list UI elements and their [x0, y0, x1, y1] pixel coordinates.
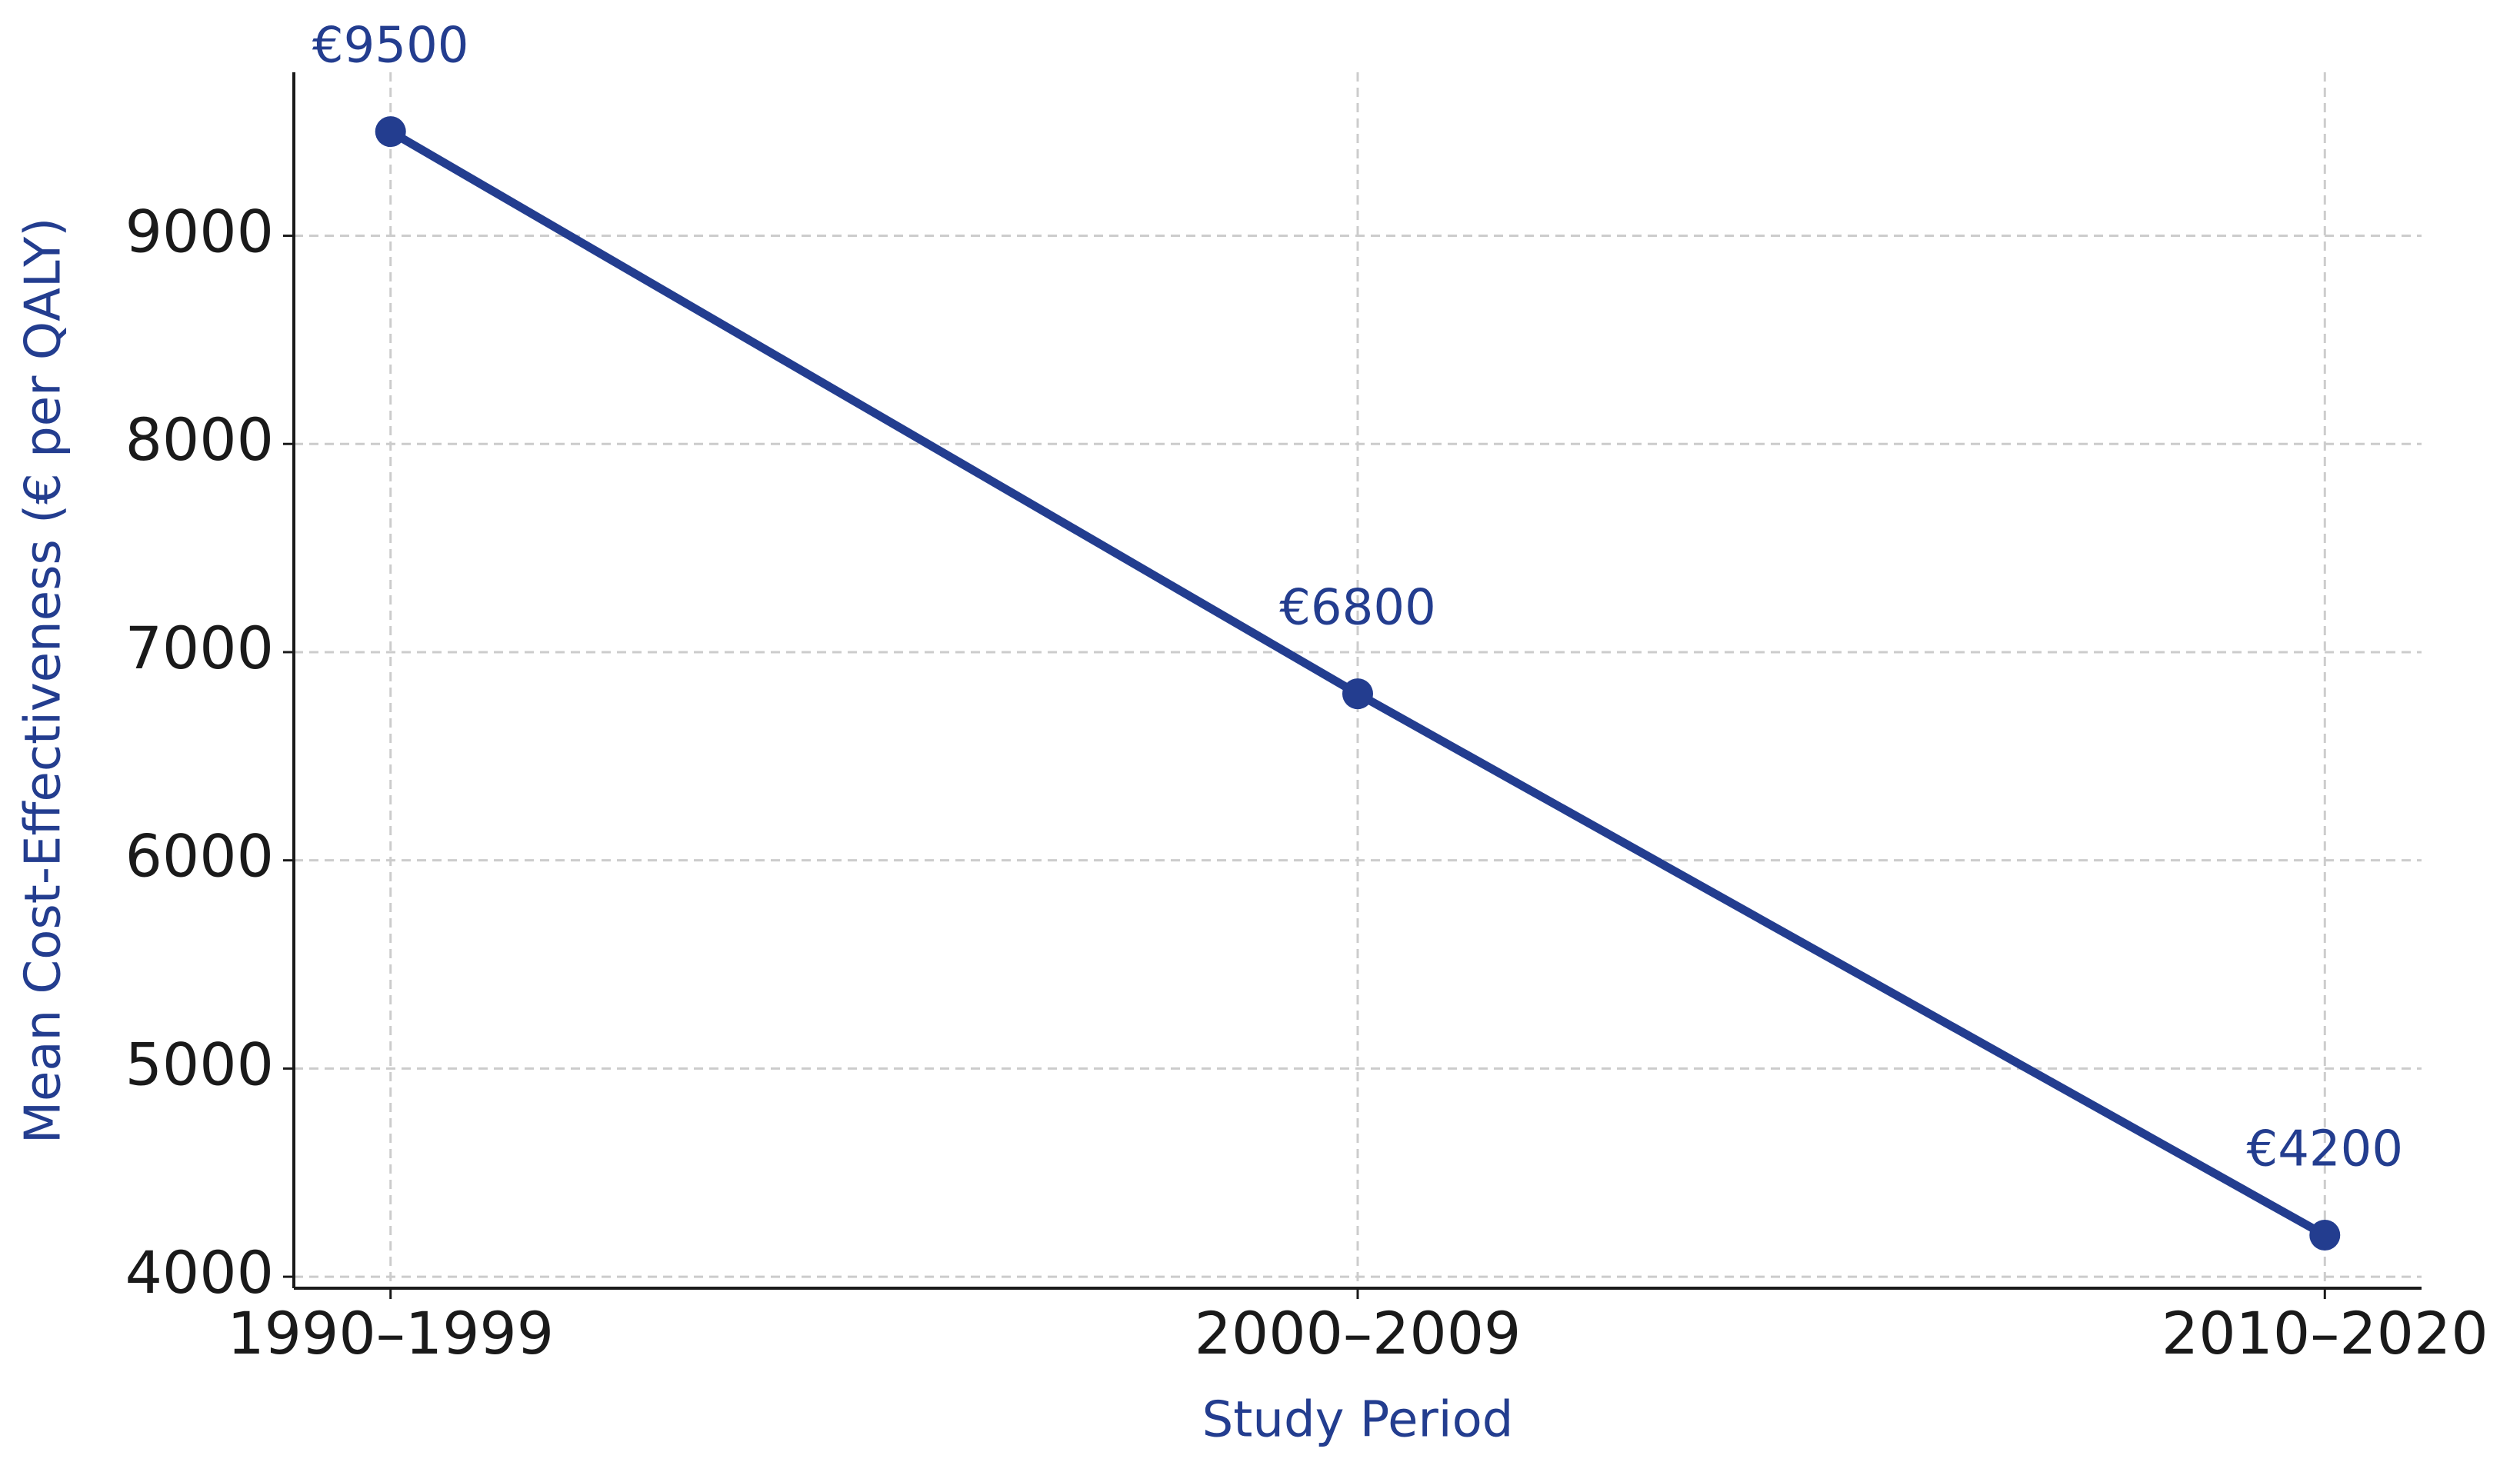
x-tick-label: 2010–2020: [2162, 1299, 2488, 1367]
data-label: €9500: [312, 18, 469, 75]
data-point: [375, 116, 406, 148]
y-axis-label: Mean Cost-Effectiveness (€ per QALY): [15, 218, 72, 1144]
y-tick-label: 7000: [125, 614, 274, 682]
y-tick-label: 8000: [125, 405, 274, 474]
data-point: [2309, 1219, 2341, 1251]
y-tick-label: 6000: [125, 822, 274, 891]
y-tick-label: 4000: [125, 1238, 274, 1307]
y-tick-label: 5000: [125, 1030, 274, 1098]
data-label: €4200: [2246, 1121, 2403, 1178]
y-tick-label: 9000: [125, 197, 274, 265]
data-label: €6800: [1279, 580, 1436, 637]
x-tick-label: 2000–2009: [1195, 1299, 1522, 1367]
x-axis-label: Study Period: [1202, 1392, 1514, 1449]
data-point: [1342, 678, 1373, 710]
x-tick-label: 1990–1999: [227, 1299, 554, 1367]
